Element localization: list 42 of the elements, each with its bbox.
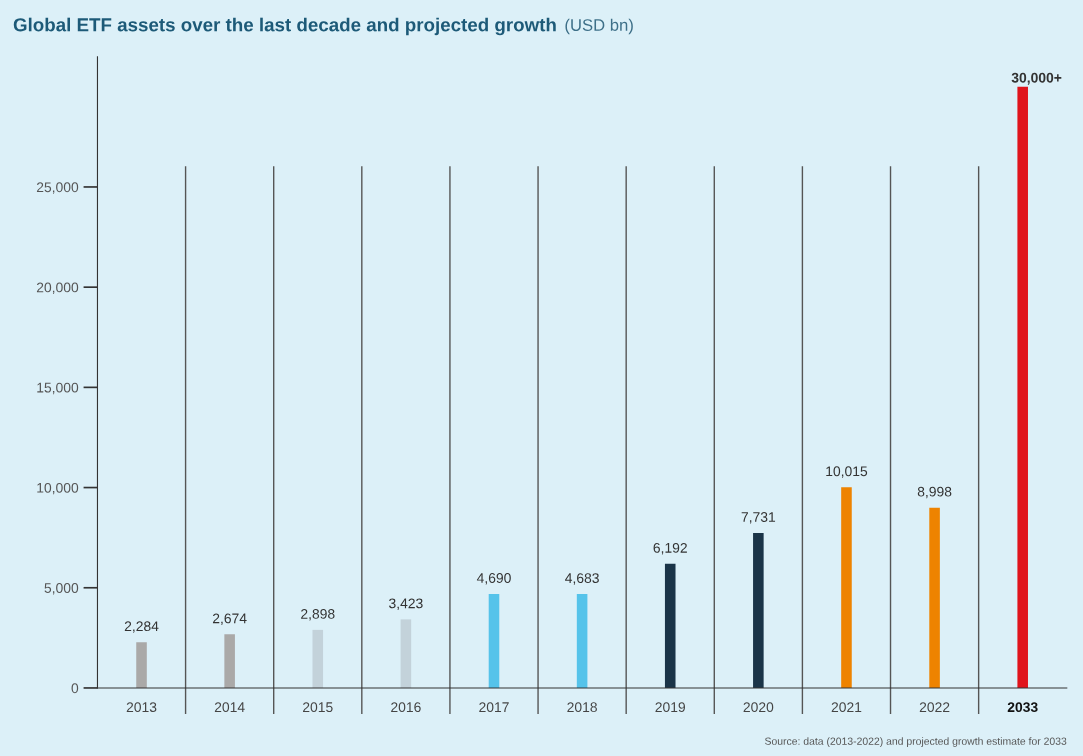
data-label: 4,683: [565, 573, 599, 585]
data-label: 8,998: [917, 486, 952, 499]
data-label: 4,690: [476, 573, 511, 585]
data-label: 7,731: [741, 512, 776, 524]
x-tick-label: 2014: [214, 702, 245, 713]
bar: [136, 642, 147, 688]
y-tick-label: 10,000: [37, 482, 79, 495]
data-label: 10,015: [826, 466, 868, 478]
data-label: 3,423: [389, 598, 423, 610]
chart-subtitle: (USD bn): [565, 18, 633, 35]
x-tick-label: 2021: [831, 702, 862, 713]
bar: [400, 619, 412, 688]
x-tick-label: 2022: [919, 702, 950, 713]
y-tick-label: 5,000: [44, 583, 79, 595]
x-tick-label: 2016: [391, 702, 421, 713]
bar: [488, 593, 500, 688]
bar: [312, 629, 324, 688]
y-tick-label: 20,000: [36, 282, 79, 294]
x-tick-label: 2015: [303, 702, 333, 713]
bar: [841, 487, 852, 688]
x-tick-label: 2020: [743, 702, 774, 713]
bar: [664, 563, 676, 688]
x-tick-label: 2013: [126, 702, 157, 713]
x-tick-label: 2017: [479, 702, 509, 713]
y-tick-label: 25,000: [36, 182, 79, 194]
y-tick-label: 0: [71, 683, 79, 694]
data-label: 6,192: [653, 542, 687, 555]
y-tick-label: 15,000: [37, 382, 79, 395]
bar: [224, 634, 235, 688]
data-label: 2,674: [212, 613, 247, 625]
data-label: 2,284: [124, 621, 159, 633]
source-note: Source: data (2013-2022) and projected growth estimate for 2033: [764, 737, 1067, 747]
bar: [576, 594, 588, 688]
x-tick-label: 2019: [655, 702, 686, 713]
data-label: 30,000+: [1011, 72, 1062, 85]
data-label: 2,898: [301, 608, 335, 621]
x-tick-label: 2033: [1007, 702, 1038, 713]
bar: [1017, 86, 1028, 688]
chart-title: Global ETF assets over the last decade and projected growth: [13, 17, 556, 36]
x-tick-label: 2018: [567, 702, 597, 713]
bar: [753, 533, 764, 688]
bar: [929, 507, 940, 688]
